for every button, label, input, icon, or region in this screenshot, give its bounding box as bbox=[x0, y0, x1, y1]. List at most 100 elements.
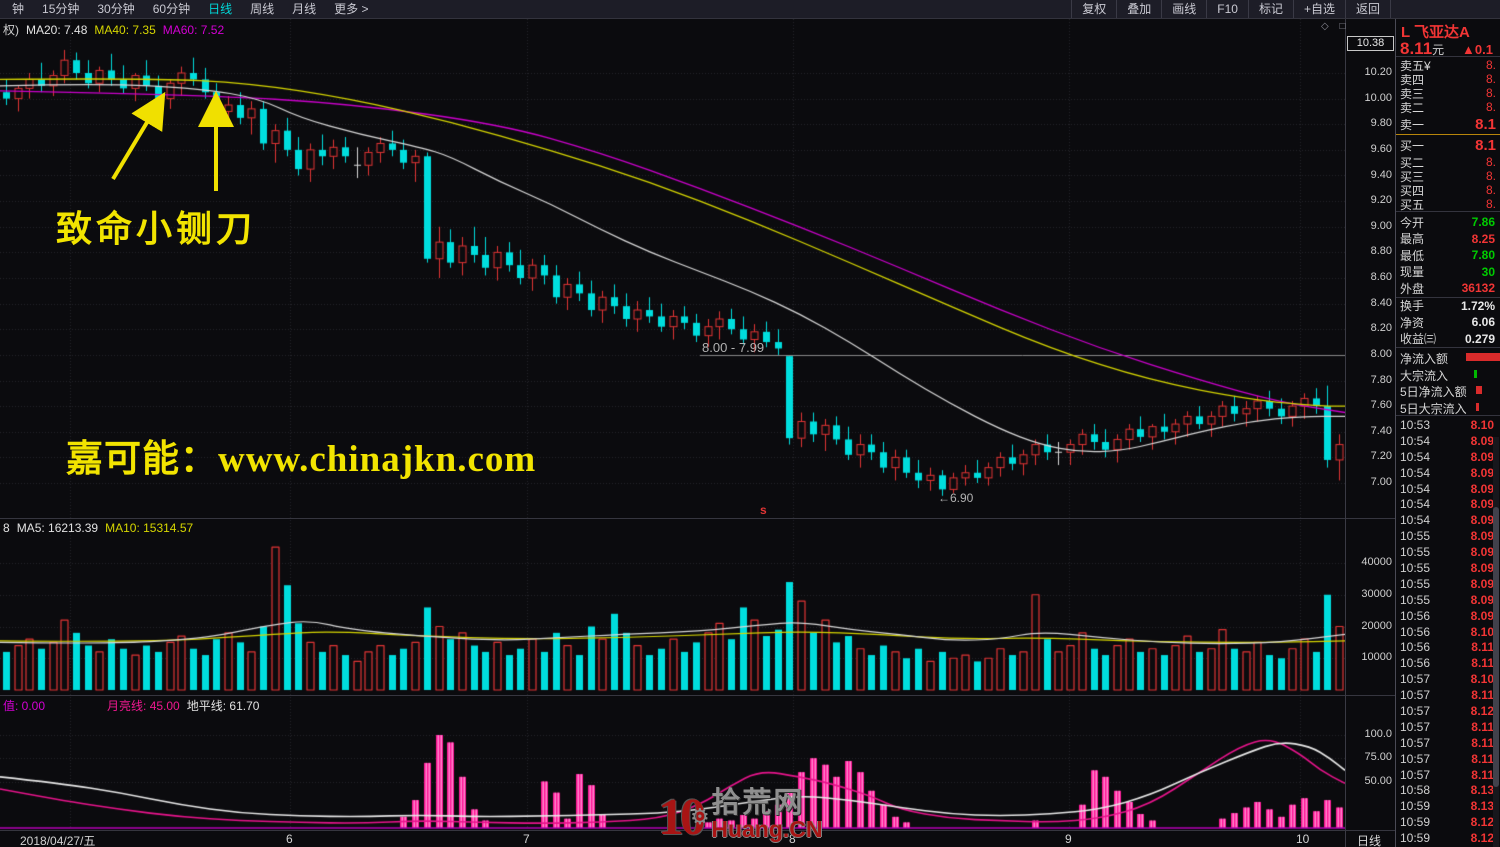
sell-signal-marker: s bbox=[760, 503, 767, 517]
main-chart-canvas[interactable] bbox=[0, 19, 1345, 847]
horizon-line-value: 地平线: 61.70 bbox=[186, 699, 260, 713]
price-axis-label: 8.80 bbox=[1370, 245, 1392, 258]
stat-row: 净资 6.06 bbox=[1400, 315, 1495, 330]
price-axis-label: 7.40 bbox=[1370, 424, 1392, 437]
btn-fuquan[interactable]: 复权 bbox=[1071, 0, 1116, 18]
toolbar-buttons: 复权 叠加 画线 F10 标记 +自选 返回 bbox=[1071, 0, 1391, 18]
tick-row: 10:59 8.12 bbox=[1400, 815, 1494, 830]
annotation-arrows bbox=[111, 91, 234, 191]
callout-arrow-left bbox=[111, 91, 166, 181]
tab-minute[interactable]: 钟 bbox=[12, 2, 25, 16]
axis-high-box: 10.38 bbox=[1347, 36, 1394, 51]
scrollbar-thumb[interactable] bbox=[1493, 507, 1499, 787]
stat-row: 最低 7.80 bbox=[1400, 248, 1495, 263]
ask-row: 卖一 8.1 bbox=[1400, 115, 1496, 133]
price-unit: 元 bbox=[1432, 43, 1445, 57]
stock-name[interactable]: L 飞亚达A bbox=[1401, 24, 1470, 41]
ask-row: 卖二 8. bbox=[1400, 100, 1496, 115]
tick-row: 10:57 8.11 bbox=[1400, 767, 1494, 782]
volume-axis-label: 10000 bbox=[1361, 651, 1392, 664]
tick-row: 10:55 8.09 bbox=[1400, 545, 1494, 560]
tick-row: 10:55 8.09 bbox=[1400, 576, 1494, 591]
timeline-date: 2018/04/27/五 bbox=[20, 834, 96, 847]
price-axis-label: 8.20 bbox=[1370, 322, 1392, 335]
bid-row: 买一 8.1 bbox=[1400, 136, 1496, 154]
ma40-value: MA40: 7.35 bbox=[94, 23, 156, 37]
stat-row: 今开 7.86 bbox=[1400, 215, 1495, 230]
site-logo: 10 ⚙ 拾荒网 Huang.CN bbox=[658, 788, 823, 847]
timeline: 2018/04/27/五 6 7 8 9 10 bbox=[0, 830, 1396, 847]
chart-window-icons[interactable]: ◇ □ bbox=[1321, 21, 1350, 32]
stat-row: 收益㈢ 0.279 bbox=[1400, 331, 1495, 347]
period-corner-label: 日线 bbox=[1357, 834, 1382, 847]
tab-15min[interactable]: 15分钟 bbox=[42, 2, 80, 16]
bid-row: 买三 8. bbox=[1400, 169, 1496, 184]
money-flow-row: 净流入额 bbox=[1396, 349, 1500, 366]
tick-row: 10:54 8.09 bbox=[1400, 513, 1494, 528]
header-prefix: 权) bbox=[3, 23, 19, 37]
tab-more[interactable]: 更多 > bbox=[334, 2, 369, 16]
money-flow-row: 5日净流入额 bbox=[1396, 382, 1500, 399]
indicator-axis-label: 75.00 bbox=[1364, 751, 1392, 764]
tab-30min[interactable]: 30分钟 bbox=[97, 2, 135, 16]
volume-axis-label: 40000 bbox=[1361, 556, 1392, 568]
tick-row: 10:55 8.09 bbox=[1400, 529, 1494, 544]
bid-ask-divider bbox=[1396, 134, 1500, 135]
tick-list[interactable]: 10:53 8.10 10:54 8.09 10:54 8.09 10:54 8.09 10:5… bbox=[1396, 417, 1500, 846]
price-axis-label: 9.40 bbox=[1370, 168, 1392, 181]
low-price-label: ←6.90 bbox=[938, 491, 974, 505]
price-axis-label: 8.40 bbox=[1370, 296, 1392, 309]
logo-number: 10 bbox=[658, 789, 706, 846]
tab-weekly[interactable]: 周线 bbox=[250, 2, 275, 16]
indicator-value: 值: 0.00 bbox=[3, 699, 46, 713]
last-price: 8.11 bbox=[1400, 39, 1433, 58]
order-book: 卖五¥ 8. 卖四 8. 卖三 8. 卖二 8. 卖一 8.1 买一 8.1 买二 8. 买三 8. 买四 8. 买… bbox=[1396, 58, 1500, 212]
btn-mark[interactable]: 标记 bbox=[1247, 0, 1293, 18]
ask-row: 卖三 8. bbox=[1400, 86, 1496, 101]
ask-row: 卖五¥ 8. bbox=[1400, 58, 1496, 73]
tick-row: 10:54 8.09 bbox=[1400, 497, 1494, 512]
stat-row: 最高 8.25 bbox=[1400, 231, 1495, 247]
tick-row: 10:57 8.11 bbox=[1400, 688, 1494, 703]
gear-icon: ⚙ bbox=[690, 804, 710, 829]
top-toolbar: 钟 15分钟 30分钟 60分钟 日线 周线 月线 更多 > 复权 叠加 画线 F10 标记 +自选 返回 bbox=[0, 0, 1500, 19]
price-axis-label: 8.00 bbox=[1370, 347, 1392, 360]
flow-bar bbox=[1466, 353, 1500, 361]
tab-60min[interactable]: 60分钟 bbox=[152, 2, 191, 16]
tick-row: 10:54 8.09 bbox=[1400, 481, 1494, 496]
btn-back[interactable]: 返回 bbox=[1344, 0, 1391, 18]
money-flow-row: 大宗流入 bbox=[1396, 366, 1500, 383]
gap-price-label: 8.00 - 7.99 bbox=[702, 340, 765, 355]
stat-row: 外盘 36132 bbox=[1400, 281, 1495, 296]
ma20-value: MA20: 7.48 bbox=[26, 23, 88, 37]
price-axis-label: 9.20 bbox=[1370, 194, 1392, 207]
btn-add-watchlist[interactable]: +自选 bbox=[1292, 0, 1345, 18]
btn-overlay[interactable]: 叠加 bbox=[1116, 0, 1161, 18]
tick-scrollbar[interactable] bbox=[1493, 437, 1499, 847]
price-axis-label: 7.80 bbox=[1370, 373, 1392, 386]
flow-bar bbox=[1474, 369, 1477, 378]
money-flow-row: 5日大宗流入 bbox=[1396, 399, 1500, 416]
tick-row: 10:57 8.11 bbox=[1400, 751, 1494, 766]
panel-divider bbox=[1396, 56, 1500, 57]
btn-f10[interactable]: F10 bbox=[1206, 0, 1248, 18]
logo-texts: 拾荒网 Huang.CN bbox=[711, 787, 822, 841]
indicator-header: 值: 0.00 月亮线: 45.00 地平线: 61.70 bbox=[3, 697, 266, 714]
timeline-label: 10 bbox=[1296, 832, 1310, 846]
volume-prefix: 8 bbox=[3, 521, 10, 535]
timeline-label: 7 bbox=[523, 832, 530, 846]
quote-panel: L 飞亚达A 8.11元 ▲0.1 卖五¥ 8. 卖四 8. 卖三 8. 卖二 8. 卖一 8.1… bbox=[1395, 19, 1500, 847]
price-axis-label: 7.00 bbox=[1370, 476, 1392, 488]
logo-chinese: 拾荒网 bbox=[711, 787, 805, 819]
tick-row: 10:54 8.09 bbox=[1400, 465, 1494, 480]
tick-row: 10:59 8.13 bbox=[1400, 799, 1494, 814]
volume-ma5-value: MA5: 16213.39 bbox=[16, 521, 99, 535]
volume-axis-label: 20000 bbox=[1361, 619, 1392, 632]
volume-axis-label: 30000 bbox=[1361, 587, 1392, 600]
indicator-axis-label: 50.00 bbox=[1364, 774, 1392, 787]
tab-monthly[interactable]: 月线 bbox=[292, 2, 317, 16]
tab-daily[interactable]: 日线 bbox=[208, 2, 233, 16]
btn-draw-line[interactable]: 画线 bbox=[1161, 0, 1206, 18]
tick-row: 10:54 8.09 bbox=[1400, 433, 1494, 448]
timeline-label: 8 bbox=[789, 832, 796, 846]
